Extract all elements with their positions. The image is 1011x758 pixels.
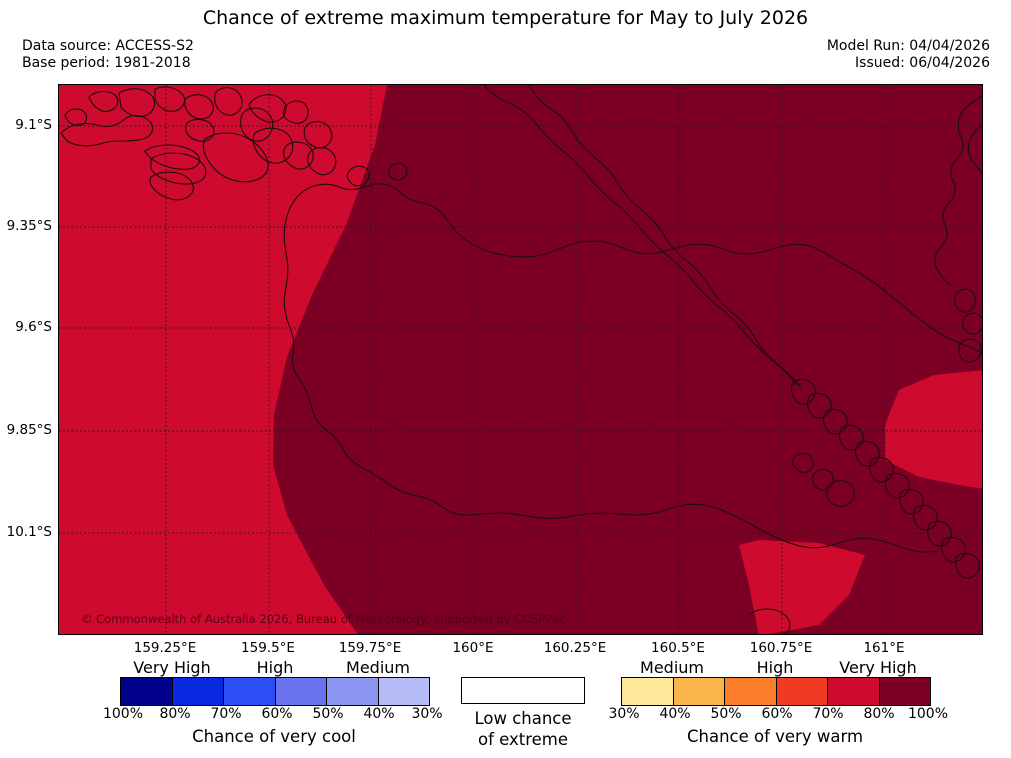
coastline-northwest-islands [60, 86, 408, 201]
legend-cool-swatch-60-50[interactable] [275, 678, 327, 705]
y-tick-label: 9.35°S [6, 218, 52, 234]
coastline-southwest-islet [748, 608, 791, 634]
legend-cool-tick: 80% [159, 706, 191, 722]
legend-low-chance-swatch[interactable] [461, 677, 585, 704]
legend-cool-caption: Chance of very cool [192, 727, 356, 746]
legend-cool-tick: 30% [411, 706, 443, 722]
legend-low-chance-line1: Low chance [474, 709, 572, 728]
coastline-northeast-island [483, 85, 980, 579]
map-graticule [59, 85, 982, 634]
legend-warm-tick: 30% [608, 706, 640, 722]
metadata-right: Model Run: 04/04/2026 Issued: 06/04/2026 [827, 38, 990, 72]
legend-warm-swatch-60-70[interactable] [776, 678, 828, 705]
legend-cool-tick: 100% [102, 706, 144, 722]
forecast-map[interactable]: © Commonwealth of Australia 2026, Bureau… [58, 84, 983, 635]
latitude-axis: 9.1°S 9.35°S 9.6°S 9.85°S 10.1°S [0, 84, 58, 635]
x-tick-label: 159.75°E [338, 640, 402, 656]
legend-warm-colorbar[interactable] [621, 677, 931, 706]
legend-warm-tick: 50% [710, 706, 742, 722]
fill-region-very-high-maroon [273, 85, 982, 634]
x-tick-label: 159.25°E [133, 640, 197, 656]
coastline-main-island [283, 183, 982, 553]
longitude-axis: 159.25°E 159.5°E 159.75°E 160°E 160.25°E… [58, 636, 983, 658]
legend-warm-tick: 100% [907, 706, 949, 722]
y-tick-label: 9.85°S [6, 422, 52, 438]
y-tick-label: 9.6°S [15, 319, 52, 335]
legend-warm-swatch-80-100[interactable] [879, 678, 930, 705]
x-tick-label: 160.75°E [749, 640, 813, 656]
x-tick-label: 161°E [863, 640, 905, 656]
legend-cool-tick: 50% [312, 706, 344, 722]
coastline-far-northeast [934, 95, 982, 363]
x-tick-label: 160°E [452, 640, 494, 656]
legend-cool-colorbar[interactable] [120, 677, 430, 706]
y-tick-label: 9.1°S [15, 117, 52, 133]
legend-warm-category: Very High [839, 658, 917, 677]
legend-warm-tick: 40% [659, 706, 691, 722]
legend-warm-swatch-50-60[interactable] [725, 678, 777, 705]
issued-label: Issued: 06/04/2026 [855, 55, 990, 71]
legend-cool-tick: 40% [363, 706, 395, 722]
x-tick-label: 159.5°E [241, 640, 295, 656]
x-tick-label: 160.25°E [543, 640, 607, 656]
legend-cool-tick: 60% [261, 706, 293, 722]
legend-cool-category: Very High [133, 658, 211, 677]
y-tick-label: 10.1°S [6, 524, 52, 540]
legend-cool-swatch-80-70[interactable] [172, 678, 224, 705]
legend-low-chance-line2: of extreme [477, 730, 569, 749]
legend-cool-swatch-70-60[interactable] [224, 678, 276, 705]
legend-cool-category: Medium [346, 658, 410, 677]
map-canvas: © Commonwealth of Australia 2026, Bureau… [59, 85, 982, 634]
fill-region-crimson-notch-east [891, 370, 982, 435]
legend-cool-swatch-40-30[interactable] [378, 678, 429, 705]
legend-warm-swatch-30-40[interactable] [622, 678, 674, 705]
fill-region-crimson-wedge-south [739, 540, 865, 634]
legend-warm-tick: 60% [761, 706, 793, 722]
x-tick-label: 160.5°E [651, 640, 705, 656]
base-period-label: Base period: 1981-2018 [22, 55, 191, 71]
page-title: Chance of extreme maximum temperature fo… [202, 7, 809, 29]
data-source-label: Data source: ACCESS-S2 [22, 38, 194, 54]
legend-warm-tick: 80% [863, 706, 895, 722]
legend-warm-swatch-70-80[interactable] [828, 678, 880, 705]
legend-low-chance-caption: Low chance of extreme [474, 708, 571, 750]
legend-warm-category: High [756, 658, 794, 677]
legend-cool-swatch-50-40[interactable] [327, 678, 379, 705]
legend-warm-tick: 70% [812, 706, 844, 722]
legend-cool-tick: 70% [210, 706, 242, 722]
model-run-label: Model Run: 04/04/2026 [826, 38, 990, 54]
metadata-left: Data source: ACCESS-S2 Base period: 1981… [22, 38, 194, 72]
legend-cool-swatch-100-80[interactable] [121, 678, 173, 705]
legend-cool-category: High [256, 658, 294, 677]
copyright-notice: © Commonwealth of Australia 2026, Bureau… [81, 612, 565, 626]
legend-warm-caption: Chance of very warm [686, 727, 864, 746]
legend-warm-swatch-40-50[interactable] [673, 678, 725, 705]
legend-warm-category: Medium [640, 658, 704, 677]
